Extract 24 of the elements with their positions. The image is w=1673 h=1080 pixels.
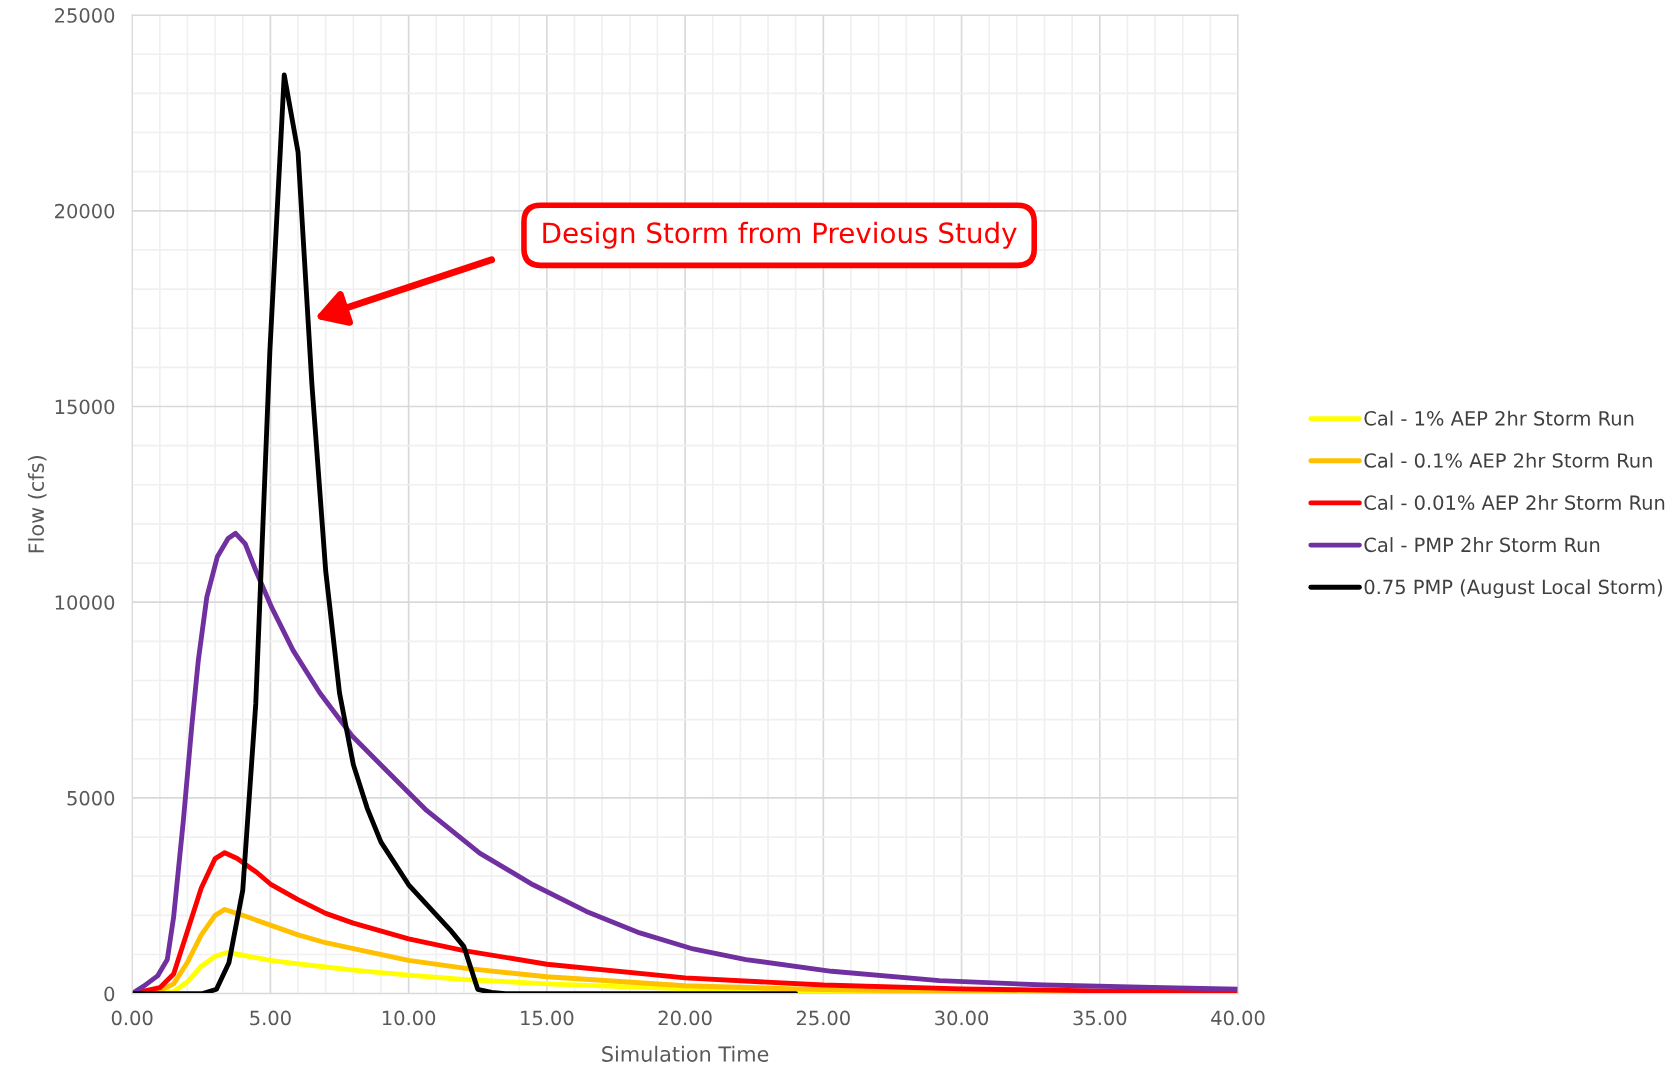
y-tick-label: 10000 (55, 595, 115, 610)
x-tick-label: 10.00 (382, 1010, 436, 1026)
y-tick-label: 5000 (67, 790, 115, 806)
x-tick-label: 15.00 (521, 1010, 574, 1026)
x-axis-title: Simulation Time (602, 1045, 769, 1062)
y-tick-label: 0 (104, 986, 115, 1002)
legend-label: Cal - 1% AEP 2hr Storm Run (1364, 410, 1634, 426)
x-tick-label: 20.00 (658, 1010, 712, 1026)
x-tick-label: 25.00 (796, 1010, 850, 1026)
legend-label: Cal - PMP 2hr Storm Run (1364, 537, 1600, 553)
line-series (132, 72, 799, 994)
x-tick-label: 30.00 (935, 1010, 989, 1026)
legend-label: 0.75 PMP (August Local Storm) (1364, 579, 1662, 599)
legend-label: Cal - 0.1% AEP 2hr Storm Run (1364, 452, 1652, 468)
y-tick-label: 25000 (55, 8, 115, 23)
x-tick-label: 5.00 (250, 1010, 291, 1026)
y-axis-title: Flow (cfs) (27, 456, 47, 553)
x-tick-label: 40.00 (1211, 1010, 1265, 1026)
x-tick-label: 35.00 (1073, 1010, 1127, 1026)
annotation: Design Storm from Previous Study (543, 221, 1017, 249)
legend-label: Cal - 0.01% AEP 2hr Storm Run (1364, 494, 1665, 510)
y-tick-label: 20000 (55, 203, 115, 219)
y-tick-label: 15000 (55, 399, 115, 415)
x-tick-label: 0.00 (111, 1010, 153, 1026)
